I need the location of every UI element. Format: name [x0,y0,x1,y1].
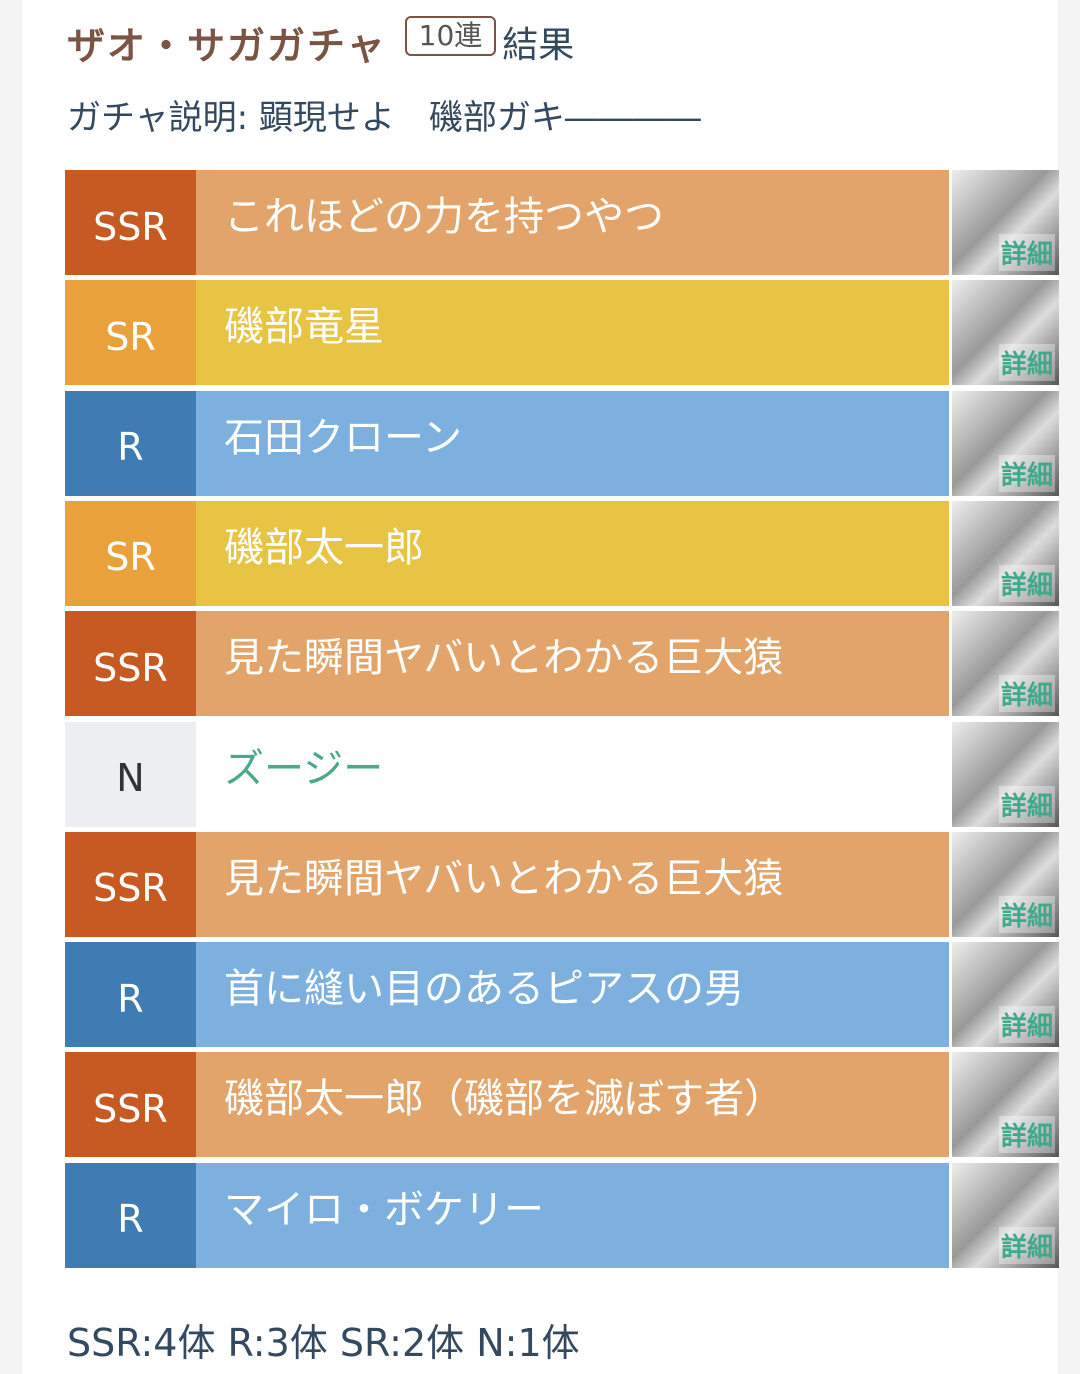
detail-link[interactable]: 詳細 [998,1116,1055,1154]
character-thumbnail[interactable]: 詳細 [952,170,1059,275]
character-thumbnail[interactable]: 詳細 [952,1052,1059,1158]
character-name: 見た瞬間ヤバいとわかる巨大猿 [196,611,949,717]
character-name: ズージー [196,721,949,827]
result-row: SSR これほどの力を持つやつ 詳細 [65,170,1059,275]
character-name: 磯部竜星 [196,280,949,386]
character-thumbnail[interactable]: 詳細 [952,831,1059,937]
title-bar: ザオ・サガガチャ 10連 結果 [67,14,574,70]
rarity-label: N [65,721,196,827]
result-row: R 首に縫い目のあるピアスの男 詳細 [65,942,1059,1048]
rarity-label: SSR [65,1052,196,1158]
detail-link[interactable]: 詳細 [998,234,1055,271]
detail-link[interactable]: 詳細 [998,895,1055,933]
detail-link[interactable]: 詳細 [998,1006,1055,1044]
detail-link[interactable]: 詳細 [998,1226,1055,1264]
result-row: SSR 磯部太一郎（磯部を滅ぼす者） 詳細 [65,1052,1059,1158]
rarity-label: SSR [65,611,196,717]
rarity-label: SSR [65,831,196,937]
result-row: SSR 見た瞬間ヤバいとわかる巨大猿 詳細 [65,611,1059,717]
detail-link[interactable]: 詳細 [998,785,1055,823]
detail-link[interactable]: 詳細 [998,564,1055,602]
detail-link[interactable]: 詳細 [998,344,1055,382]
gacha-name: ザオ・サガガチャ [67,23,387,68]
result-label: 結果 [502,25,575,66]
rarity-label: SR [65,280,196,386]
character-thumbnail[interactable]: 詳細 [952,611,1059,717]
character-thumbnail[interactable]: 詳細 [952,942,1059,1048]
character-thumbnail[interactable]: 詳細 [952,721,1059,827]
rarity-label: R [65,390,196,496]
result-card: ザオ・サガガチャ 10連 結果 ガチャ説明: 顕現せよ 磯部ガキ―――― SSR… [22,0,1059,1374]
detail-link[interactable]: 詳細 [998,675,1055,713]
summary: SSR:4体 R:3体 SR:2体 N:1体 [67,1321,580,1365]
character-thumbnail[interactable]: 詳細 [952,280,1059,386]
rarity-label: SR [65,500,196,606]
character-name: 石田クローン [196,390,949,496]
rarity-label: SSR [65,170,196,275]
result-row: N ズージー 詳細 [65,721,1059,827]
result-row: R 石田クローン 詳細 [65,390,1059,496]
character-name: 首に縫い目のあるピアスの男 [196,942,949,1048]
result-row: SSR 見た瞬間ヤバいとわかる巨大猿 詳細 [65,831,1059,937]
pull-count-badge: 10連 [404,16,497,56]
result-row: SR 磯部太一郎 詳細 [65,500,1059,606]
result-row: SR 磯部竜星 詳細 [65,280,1059,386]
gacha-description: ガチャ説明: 顕現せよ 磯部ガキ―――― [67,98,701,138]
rarity-label: R [65,942,196,1048]
detail-link[interactable]: 詳細 [998,454,1055,492]
character-name: これほどの力を持つやつ [196,170,949,275]
result-row: R マイロ・ボケリー 詳細 [65,1162,1059,1268]
character-name: 磯部太一郎 [196,500,949,606]
character-name: 見た瞬間ヤバいとわかる巨大猿 [196,831,949,937]
character-thumbnail[interactable]: 詳細 [952,500,1059,606]
rarity-label: R [65,1162,196,1268]
character-name: 磯部太一郎（磯部を滅ぼす者） [196,1052,949,1158]
character-name: マイロ・ボケリー [196,1162,949,1268]
character-thumbnail[interactable]: 詳細 [952,1162,1059,1268]
character-thumbnail[interactable]: 詳細 [952,390,1059,496]
